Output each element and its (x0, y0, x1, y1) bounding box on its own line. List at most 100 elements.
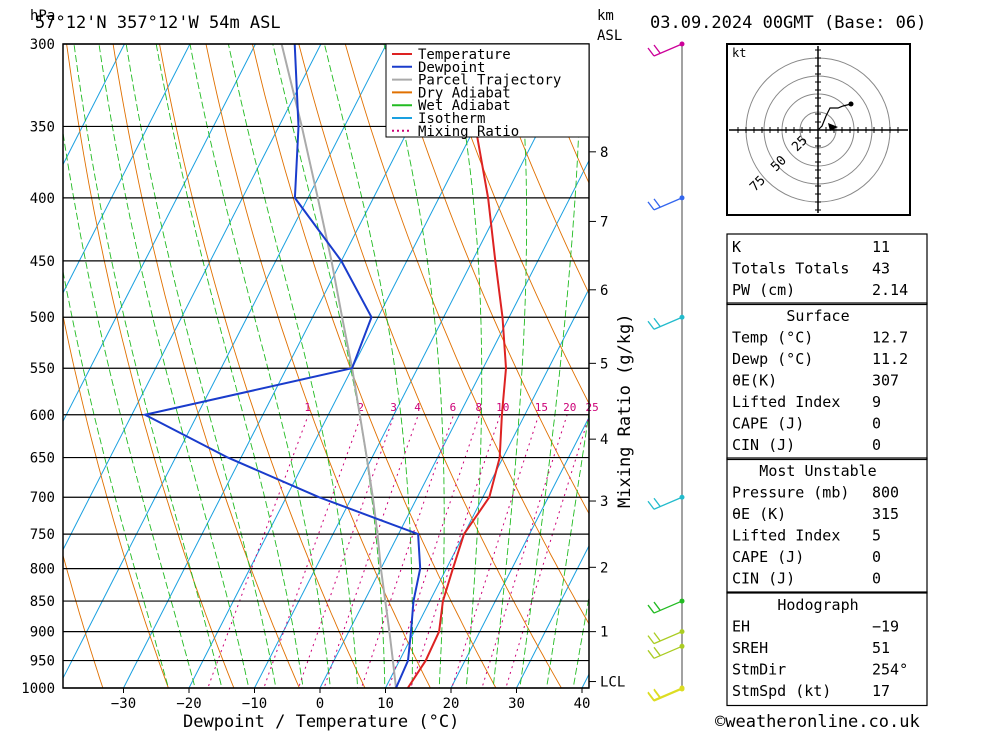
wind-barb-feather (647, 320, 655, 330)
wind-barb-staff (653, 688, 683, 702)
table-row-label: CIN (J) (732, 570, 795, 588)
temperature-tick: 0 (316, 696, 324, 712)
wet-adiabat-line (572, 594, 589, 688)
y-axis-label-mixing-ratio: Mixing Ratio (g/kg) (615, 314, 635, 508)
x-axis-label: Dewpoint / Temperature (°C) (183, 712, 459, 732)
dry-adiabat-line (484, 44, 589, 295)
isotherm-line (515, 544, 589, 688)
wind-barb-feather (647, 47, 655, 57)
height-tick: 2 (600, 560, 608, 576)
mixing-ratio-line (505, 414, 589, 688)
table-row-value: 9 (872, 393, 881, 411)
storm-motion-marker (828, 123, 838, 131)
legend-label: Wet Adiabat (418, 98, 511, 114)
wet-adiabat-line (98, 44, 250, 688)
table-row-value: 43 (872, 260, 890, 278)
mixing-ratio-line (263, 414, 362, 688)
table-title: Hodograph (777, 596, 858, 614)
table-row-label: Lifted Index (732, 393, 840, 411)
wet-adiabat-line (63, 129, 196, 688)
pressure-tick: 450 (30, 254, 55, 270)
height-tick: LCL (600, 675, 625, 691)
pressure-tick: 650 (30, 451, 55, 467)
table-row-label: Pressure (mb) (732, 484, 849, 502)
temperature-tick: 20 (443, 696, 460, 712)
isotherm-line (63, 44, 322, 551)
temperature-tick: −30 (111, 696, 136, 712)
mixing-ratio-label: 8 (476, 401, 483, 414)
wind-barb-staff (653, 496, 683, 510)
mixing-ratio-label: 25 (586, 401, 599, 414)
table-row-label: SREH (732, 639, 768, 657)
wet-adiabat-line (519, 44, 582, 688)
wind-barb-feather (653, 198, 661, 208)
height-tick: 6 (600, 283, 608, 299)
pressure-tick: 550 (30, 361, 55, 377)
table-row-value: 254° (872, 661, 908, 679)
wet-adiabat-line (227, 44, 359, 688)
wet-adiabat-line (272, 44, 386, 688)
table-row-value: 51 (872, 639, 890, 657)
pressure-tick: 900 (30, 625, 55, 641)
wind-barb-feather (647, 635, 655, 645)
mixing-ratio-label: 2 (357, 401, 364, 414)
table-row-label: Dewp (°C) (732, 350, 813, 368)
wet-adiabat-line (492, 44, 528, 688)
dry-adiabat-line (437, 44, 589, 405)
isotherm-line (63, 44, 126, 166)
table-box (726, 591, 928, 707)
pressure-tick: 700 (30, 490, 55, 506)
wind-barb-feather (647, 692, 655, 702)
temperature-tick-labels: −30 −20 −10 0 10 20 30 40 (111, 688, 590, 712)
dewpoint-line (142, 44, 422, 688)
height-tick: 1 (600, 625, 608, 641)
table-row-label: StmSpd (kt) (732, 682, 831, 700)
table-row-label: CIN (J) (732, 436, 795, 454)
wind-barb-staff (653, 316, 683, 330)
table-row-value: 0 (872, 570, 881, 588)
wet-adiabat-line (189, 44, 331, 688)
temperature-tick: 30 (508, 696, 525, 712)
isotherm-line (63, 44, 191, 295)
table-box (726, 233, 928, 306)
wind-barb-feather (647, 604, 655, 614)
wind-barb-feather (653, 646, 661, 656)
height-unit-asl: ASL (597, 28, 622, 44)
wind-barb-feather (653, 44, 661, 54)
chart-location: 57°12'N 357°12'W 54m ASL (35, 13, 281, 33)
dry-adiabat-line (112, 44, 300, 688)
temperature-line (406, 44, 508, 688)
table-row-label: Totals Totals (732, 260, 849, 278)
wind-barb-staff (653, 43, 683, 57)
legend-label: Dry Adiabat (418, 85, 511, 101)
wind-barb-feather (653, 689, 661, 699)
height-unit-km: km (597, 8, 614, 24)
pressure-tick: 800 (30, 562, 55, 578)
pressure-tick: 600 (30, 408, 55, 424)
wet-adiabat-line (125, 44, 277, 688)
pressure-tick: 950 (30, 654, 55, 670)
legend-box (385, 43, 590, 138)
profile-lines (142, 44, 508, 688)
mixing-ratio-label: 15 (535, 401, 548, 414)
table-row-value: 2.14 (872, 281, 908, 299)
mixing-ratio-line (451, 414, 540, 688)
pressure-tick: 1000 (21, 681, 55, 697)
dry-adiabat-line (63, 553, 104, 688)
table-row-value: 0 (872, 548, 881, 566)
table-row-value: −19 (872, 618, 899, 636)
table-row-label: Lifted Index (732, 527, 840, 545)
pressure-tick: 500 (30, 310, 55, 326)
table-row-label: CAPE (J) (732, 548, 804, 566)
dry-adiabat-line (159, 44, 366, 688)
table-row-label: StmDir (732, 661, 786, 679)
table-row-value: 11 (872, 238, 890, 256)
table-row-label: θE(K) (732, 372, 777, 390)
height-tick: 8 (600, 145, 608, 161)
dry-adiabat-line (937, 0, 1000, 714)
wind-barb-feather (653, 497, 661, 507)
pressure-tick: 300 (30, 37, 55, 53)
mixing-ratio-label: 6 (450, 401, 457, 414)
legend-label: Mixing Ratio (418, 124, 519, 140)
